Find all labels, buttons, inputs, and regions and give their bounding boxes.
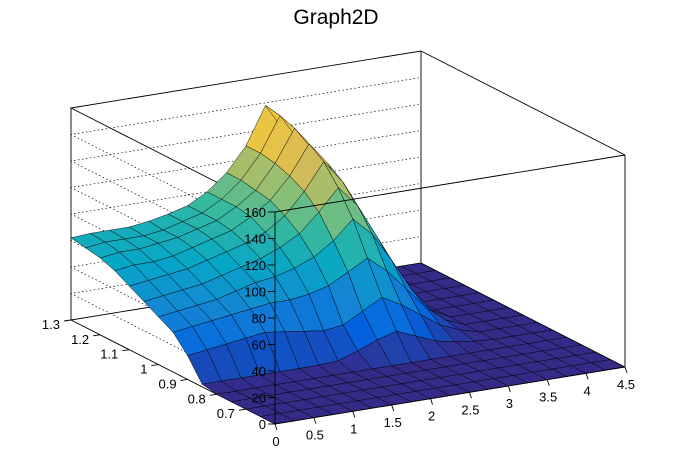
x-tick-label: 4.5 — [617, 377, 635, 392]
x-axis-tick — [274, 423, 278, 431]
y-axis-tick — [180, 378, 188, 381]
y-tick-label: 0.9 — [158, 376, 176, 391]
x-axis-tick — [391, 404, 395, 412]
x-axis-tick — [624, 366, 628, 374]
x-axis-tick — [352, 411, 356, 418]
y-axis-tick — [122, 349, 130, 352]
z-tick-label: 0 — [259, 417, 266, 432]
x-tick-label: 3 — [506, 396, 513, 411]
axes: 0 0.5 1 1.5 2 2.5 3 3.5 4 4.5 0.7 0.8 0.9 1 1.1 1.2 1.3 0… — [42, 205, 635, 449]
x-tick-label: 0 — [272, 434, 279, 449]
z-tick-label: 80 — [252, 311, 266, 326]
x-axis-tick — [546, 379, 550, 386]
x-tick-label: 2 — [428, 409, 435, 424]
z-tick-label: 40 — [252, 364, 266, 379]
front-box-edge — [420, 50, 626, 156]
z-tick-label: 160 — [244, 205, 266, 220]
x-axis-tick — [430, 398, 433, 405]
front-box-edge — [420, 262, 626, 368]
x-tick-label: 4 — [583, 383, 590, 398]
front-box-edge — [274, 154, 626, 213]
z-tick-label: 100 — [244, 285, 266, 300]
z-tick-label: 120 — [244, 258, 266, 273]
y-tick-label: 0.8 — [188, 391, 206, 406]
y-tick-label: 1.1 — [100, 347, 118, 362]
y-tick-label: 1 — [140, 362, 147, 377]
x-tick-label: 0.5 — [306, 428, 324, 443]
y-tick-label: 1.3 — [42, 317, 60, 332]
y-axis-tick — [63, 319, 72, 322]
x-axis-tick — [469, 392, 472, 399]
z-tick-label: 140 — [244, 232, 266, 247]
y-axis-tick — [93, 334, 101, 337]
y-axis-tick — [238, 408, 246, 411]
x-tick-label: 3.5 — [539, 390, 557, 405]
y-axis-tick — [209, 393, 217, 396]
x-axis-tick — [313, 417, 317, 424]
x-tick-label: 1 — [350, 421, 357, 436]
x-axis-tick — [507, 385, 511, 393]
x-axis-tick — [585, 373, 589, 380]
y-tick-label: 1.2 — [71, 332, 89, 347]
chart-title: Graph2D — [293, 6, 378, 29]
x-tick-label: 2.5 — [461, 402, 479, 417]
y-tick-label: 0.7 — [217, 406, 235, 421]
z-tick-label: 60 — [252, 338, 266, 353]
surface-mesh — [70, 105, 626, 425]
y-axis-tick — [151, 364, 159, 367]
x-tick-label: 1.5 — [384, 415, 402, 430]
z-tick-label: 20 — [252, 391, 266, 406]
front-box-edge — [274, 366, 626, 425]
